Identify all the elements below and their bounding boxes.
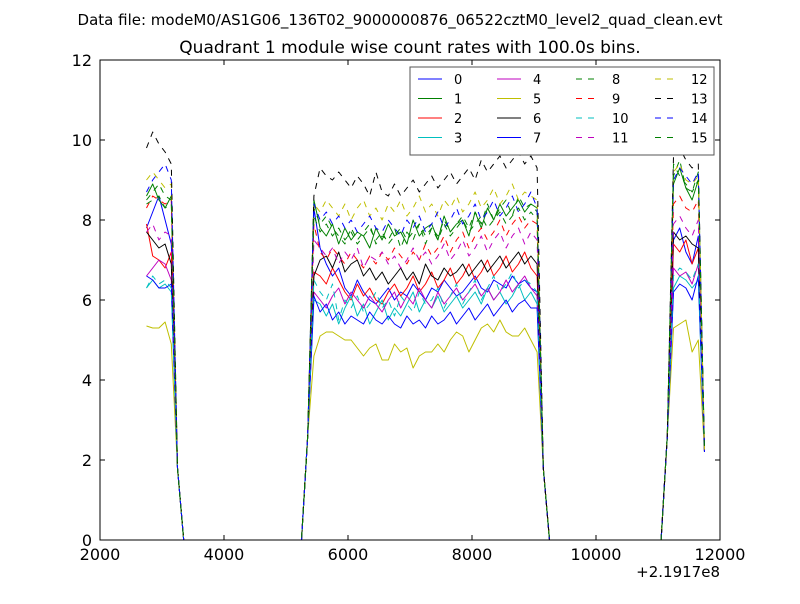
legend-label-12: 12 xyxy=(691,73,708,88)
y-tick-label: 12 xyxy=(72,51,92,70)
y-tick-label: 10 xyxy=(72,131,92,150)
series-layer xyxy=(146,131,705,541)
series-line-9 xyxy=(146,195,705,541)
series-line-13 xyxy=(146,131,705,541)
series-line-14 xyxy=(146,163,705,541)
series-line-7 xyxy=(146,275,705,541)
series-line-1 xyxy=(146,167,705,541)
y-tick-label: 6 xyxy=(82,291,92,310)
legend-label-2: 2 xyxy=(454,112,462,127)
legend-label-0: 0 xyxy=(454,73,462,88)
legend-label-15: 15 xyxy=(691,132,708,147)
legend-label-13: 13 xyxy=(691,93,708,108)
legend-label-7: 7 xyxy=(533,132,541,147)
y-tick-label: 2 xyxy=(82,451,92,470)
y-tick-label: 8 xyxy=(82,211,92,230)
x-tick-label: 4000 xyxy=(204,545,245,564)
series-line-6 xyxy=(146,231,705,541)
series-line-0 xyxy=(146,195,705,541)
series-line-2 xyxy=(146,223,705,541)
series-line-4 xyxy=(146,259,705,541)
legend-label-5: 5 xyxy=(533,93,541,108)
legend-label-6: 6 xyxy=(533,112,541,127)
suptitle: Data file: modeM0/AS1G06_136T02_90000008… xyxy=(78,11,723,30)
legend-label-14: 14 xyxy=(691,112,708,127)
y-tick-label: 4 xyxy=(82,371,92,390)
legend-label-10: 10 xyxy=(612,112,629,127)
legend-label-9: 9 xyxy=(612,93,620,108)
series-line-5 xyxy=(146,319,705,541)
x-tick-label: 6000 xyxy=(328,545,369,564)
y-tick-label: 0 xyxy=(82,531,92,550)
legend-box xyxy=(409,66,715,156)
series-line-3 xyxy=(146,275,705,541)
x-tick-label: 2000 xyxy=(80,545,121,564)
x-tick-label: 10000 xyxy=(571,545,622,564)
x-tick-label: 8000 xyxy=(452,545,493,564)
series-line-8 xyxy=(146,159,705,541)
x-offset-label: +2.1917e8 xyxy=(636,563,720,581)
legend-label-3: 3 xyxy=(454,132,462,147)
legend-label-1: 1 xyxy=(454,93,462,108)
x-tick-label: 12000 xyxy=(695,545,746,564)
legend-label-11: 11 xyxy=(612,132,629,147)
series-line-12 xyxy=(146,163,705,541)
legend-label-8: 8 xyxy=(612,73,620,88)
legend-label-4: 4 xyxy=(533,73,541,88)
chart-title: Quadrant 1 module wise count rates with … xyxy=(179,38,640,58)
series-line-15 xyxy=(146,163,705,541)
series-line-10 xyxy=(146,263,705,541)
